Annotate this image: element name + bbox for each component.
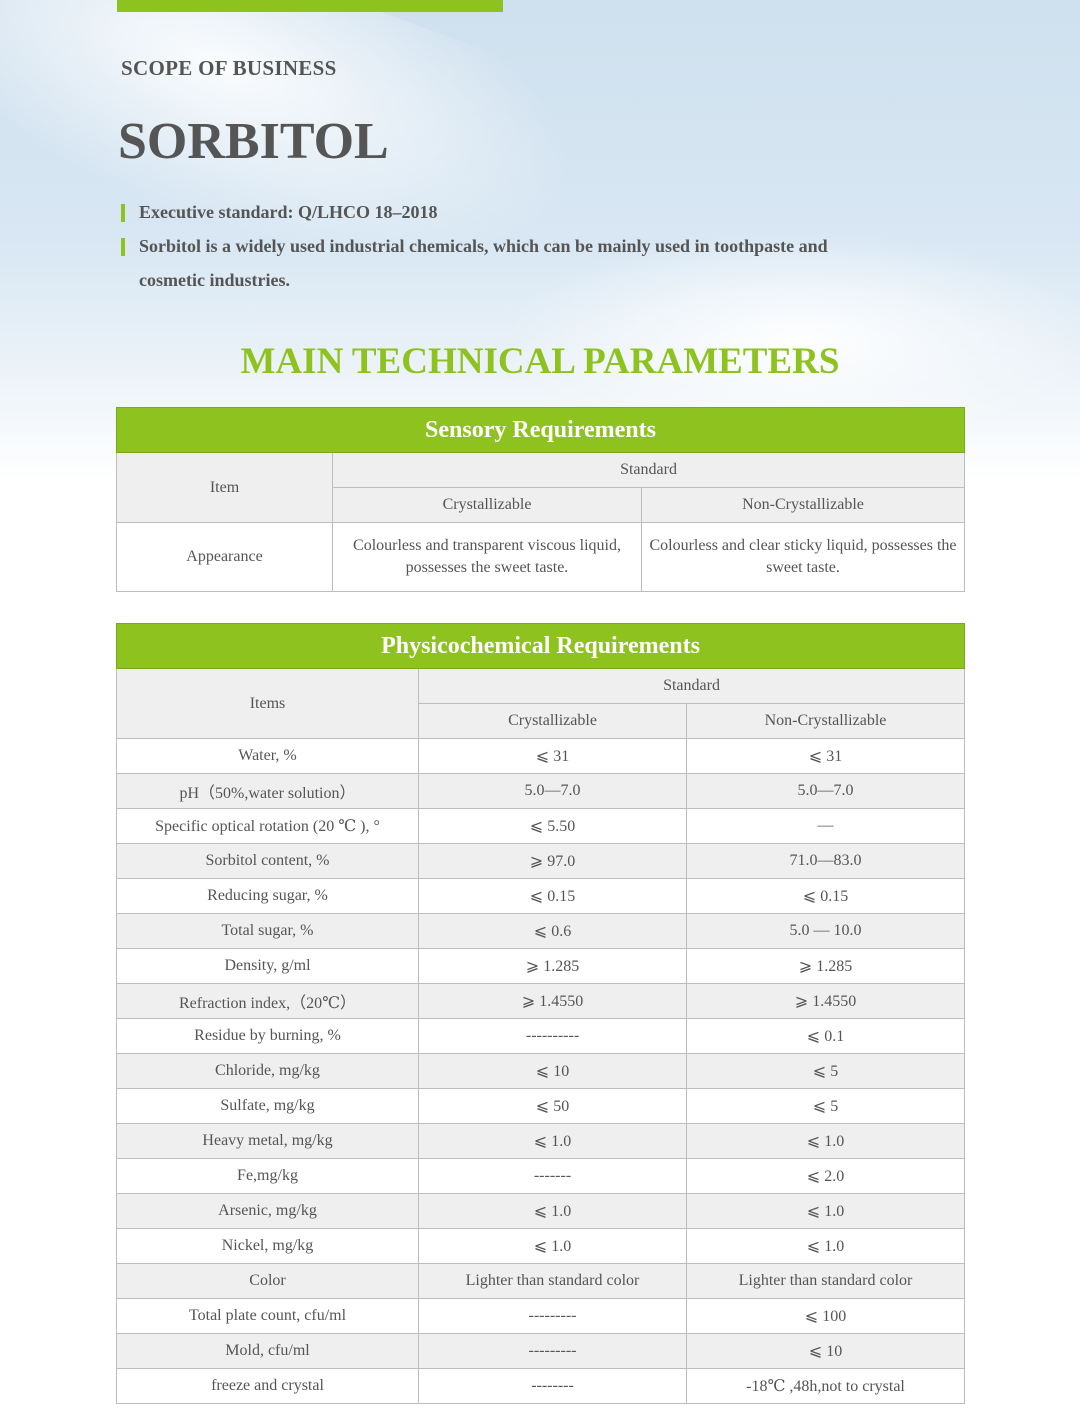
crystallizable-value: ⩽ 5.50 — [418, 808, 687, 844]
row-item: Refraction index,（20℃） — [116, 983, 419, 1019]
table-row: Mold, cfu/ml --------- ⩽ 10 — [116, 1333, 965, 1369]
non-crystallizable-value: — — [686, 808, 965, 844]
row-item: Mold, cfu/ml — [116, 1333, 419, 1369]
header-standard: Standard — [332, 452, 965, 488]
row-item: pH（50%,water solution） — [116, 773, 419, 809]
non-crystallizable-value: ⩽ 31 — [686, 738, 965, 774]
crystallizable-value: ⩽ 0.6 — [418, 913, 687, 949]
table-row: Chloride, mg/kg ⩽ 10 ⩽ 5 — [116, 1053, 965, 1089]
executive-standard: Executive standard: Q/LHCO 18–2018 — [139, 202, 438, 222]
row-item: Fe,mg/kg — [116, 1158, 419, 1194]
table-title: Physicochemical Requirements — [116, 623, 965, 669]
row-item: Total plate count, cfu/ml — [116, 1298, 419, 1334]
accent-bar — [117, 0, 503, 12]
description-line: cosmetic industries. — [139, 270, 290, 290]
bullet-marker — [121, 204, 125, 222]
non-crystallizable-value: 5.0 — 10.0 — [686, 913, 965, 949]
table-title: Sensory Requirements — [116, 407, 965, 453]
table-row: Total sugar, % ⩽ 0.6 5.0 — 10.0 — [116, 913, 965, 949]
table-row: Fe,mg/kg ------- ⩽ 2.0 — [116, 1158, 965, 1194]
non-crystallizable-value: ⩽ 100 — [686, 1298, 965, 1334]
crystallizable-value: 5.0—7.0 — [418, 773, 687, 809]
crystallizable-value: ------- — [418, 1158, 687, 1194]
header-items: Items — [116, 668, 419, 739]
table-row: Heavy metal, mg/kg ⩽ 1.0 ⩽ 1.0 — [116, 1123, 965, 1159]
table-row: Residue by burning, % ---------- ⩽ 0.1 — [116, 1018, 965, 1054]
non-crystallizable-value: ⩽ 5 — [686, 1088, 965, 1124]
table-row: freeze and crystal -------- -18℃ ,48h,not … — [116, 1368, 965, 1404]
crystallizable-value: ⩽ 0.15 — [418, 878, 687, 914]
row-item: freeze and crystal — [116, 1368, 419, 1404]
hero-background — [0, 0, 1080, 480]
non-crystallizable-value: ⩾ 1.4550 — [686, 983, 965, 1019]
table-row: Nickel, mg/kg ⩽ 1.0 ⩽ 1.0 — [116, 1228, 965, 1264]
table-row: Specific optical rotation (20 ℃ ), ° ⩽ 5.… — [116, 808, 965, 844]
table-row: Appearance Colourless and transparent vis… — [116, 522, 965, 592]
non-crystallizable-value: ⩽ 2.0 — [686, 1158, 965, 1194]
table-row: Density, g/ml ⩾ 1.285 ⩾ 1.285 — [116, 948, 965, 984]
crystallizable-value: ⩽ 10 — [418, 1053, 687, 1089]
non-crystallizable-value: ⩽ 0.1 — [686, 1018, 965, 1054]
non-crystallizable-value: ⩽ 1.0 — [686, 1123, 965, 1159]
row-item: Specific optical rotation (20 ℃ ), ° — [116, 808, 419, 844]
bullet-marker — [121, 238, 125, 256]
crystallizable-value: ⩽ 1.0 — [418, 1123, 687, 1159]
non-crystallizable-value: ⩽ 1.0 — [686, 1193, 965, 1229]
crystallizable-value: ⩽ 1.0 — [418, 1228, 687, 1264]
crystallizable-value: -------- — [418, 1368, 687, 1404]
non-crystallizable-value: ⩽ 0.15 — [686, 878, 965, 914]
crystallizable-value: --------- — [418, 1333, 687, 1369]
table-row: Water, % ⩽ 31 ⩽ 31 — [116, 738, 965, 774]
crystallizable-value: ⩽ 50 — [418, 1088, 687, 1124]
row-item: Total sugar, % — [116, 913, 419, 949]
header-crystallizable: Crystallizable — [332, 487, 642, 523]
row-item: Sulfate, mg/kg — [116, 1088, 419, 1124]
crystallizable-value: ⩽ 1.0 — [418, 1193, 687, 1229]
header-crystallizable: Crystallizable — [418, 703, 687, 739]
table-row: Arsenic, mg/kg ⩽ 1.0 ⩽ 1.0 — [116, 1193, 965, 1229]
row-item: Residue by burning, % — [116, 1018, 419, 1054]
crystallizable-value: ⩾ 1.285 — [418, 948, 687, 984]
row-item: Nickel, mg/kg — [116, 1228, 419, 1264]
description-line: Sorbitol is a widely used industrial che… — [139, 236, 828, 256]
sensory-table: Sensory Requirements Item Standard Crysta… — [116, 407, 965, 592]
crystallizable-value: ⩽ 31 — [418, 738, 687, 774]
page-title: SORBITOL — [118, 113, 389, 170]
non-crystallizable-value: 5.0—7.0 — [686, 773, 965, 809]
physicochemical-table: Physicochemical Requirements Items Standa… — [116, 623, 965, 1404]
header-non-crystallizable: Non-Crystallizable — [641, 487, 965, 523]
non-crystallizable-value: ⩽ 10 — [686, 1333, 965, 1369]
table-row: pH（50%,water solution） 5.0—7.0 5.0—7.0 — [116, 773, 965, 809]
table-row: Sorbitol content, % ⩾ 97.0 71.0—83.0 — [116, 843, 965, 879]
table-row: Refraction index,（20℃） ⩾ 1.4550 ⩾ 1.4550 — [116, 983, 965, 1019]
non-crystallizable-value: Lighter than standard color — [686, 1263, 965, 1299]
header-item: Item — [116, 452, 333, 523]
non-crystallizable-value: ⩽ 5 — [686, 1053, 965, 1089]
section-title: MAIN TECHNICAL PARAMETERS — [240, 341, 840, 382]
non-crystallizable-value: 71.0—83.0 — [686, 843, 965, 879]
row-item: Chloride, mg/kg — [116, 1053, 419, 1089]
table-row: Sulfate, mg/kg ⩽ 50 ⩽ 5 — [116, 1088, 965, 1124]
table-row: Color Lighter than standard color Lighter … — [116, 1263, 965, 1299]
crystallizable-value: ⩾ 1.4550 — [418, 983, 687, 1019]
non-crystallizable-value: -18℃ ,48h,not to crystal — [686, 1368, 965, 1404]
crystallizable-value: --------- — [418, 1298, 687, 1334]
crystallizable-value: Lighter than standard color — [418, 1263, 687, 1299]
header-non-crystallizable: Non-Crystallizable — [686, 703, 965, 739]
row-item: Color — [116, 1263, 419, 1299]
section-label: SCOPE OF BUSINESS — [121, 56, 337, 80]
crystallizable-value: ⩾ 97.0 — [418, 843, 687, 879]
row-item: Reducing sugar, % — [116, 878, 419, 914]
row-item: Water, % — [116, 738, 419, 774]
table-row: Reducing sugar, % ⩽ 0.15 ⩽ 0.15 — [116, 878, 965, 914]
table-row: Total plate count, cfu/ml --------- ⩽ 100 — [116, 1298, 965, 1334]
crystallizable-value: ---------- — [418, 1018, 687, 1054]
row-item: Arsenic, mg/kg — [116, 1193, 419, 1229]
row-item: Density, g/ml — [116, 948, 419, 984]
non-crystallizable-value: ⩾ 1.285 — [686, 948, 965, 984]
non-crystallizable-value: ⩽ 1.0 — [686, 1228, 965, 1264]
row-item: Heavy metal, mg/kg — [116, 1123, 419, 1159]
header-standard: Standard — [418, 668, 965, 704]
row-item: Sorbitol content, % — [116, 843, 419, 879]
